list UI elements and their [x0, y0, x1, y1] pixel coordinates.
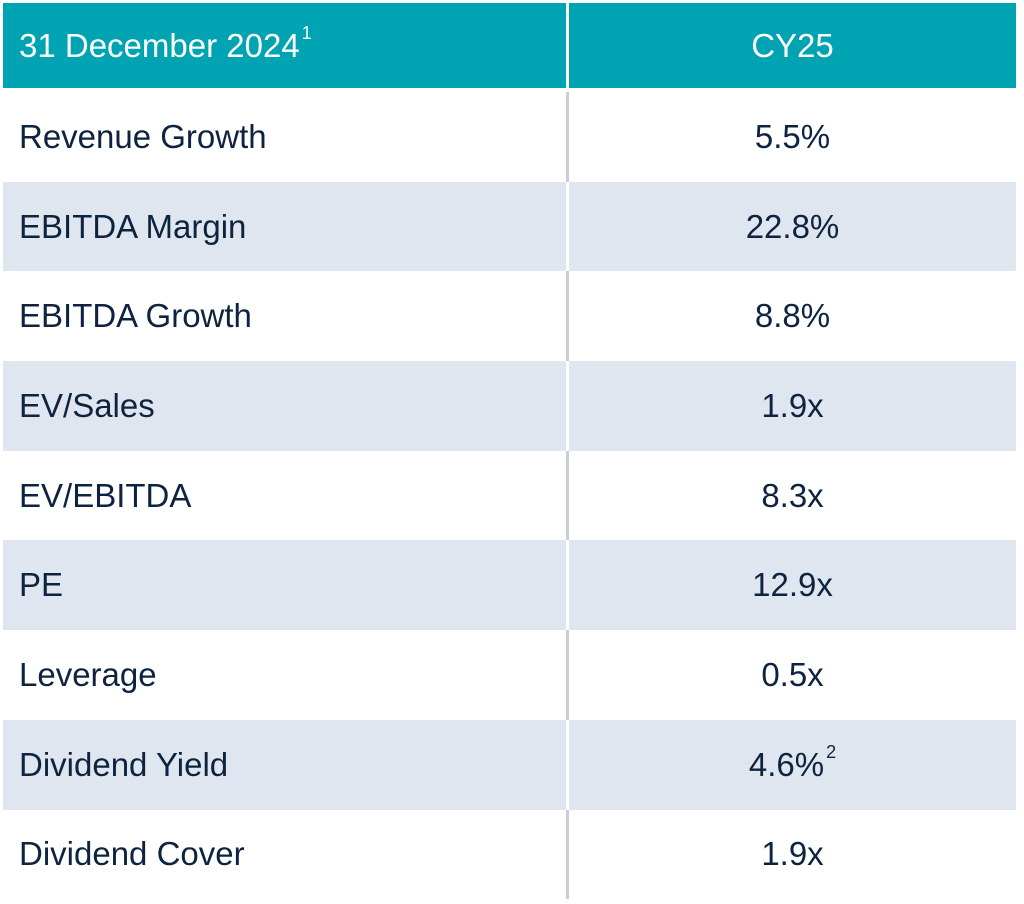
metric-cell: Dividend Cover [3, 809, 569, 900]
metric-cell: EBITDA Margin [3, 181, 569, 272]
table-row: EBITDA Growth 8.8% [3, 271, 1016, 362]
metric-value: 0.5x [761, 655, 824, 693]
value-cell: 12.9x [569, 540, 1016, 630]
metric-value: 4.6% [748, 745, 825, 783]
header-date-label: 31 December 2024 [19, 26, 300, 64]
metric-cell: Revenue Growth [3, 92, 569, 182]
metric-cell: EV/EBITDA [3, 450, 569, 541]
metric-label: Leverage [19, 655, 157, 693]
value-cell: 0.5x [569, 630, 1016, 720]
value-cell: 8.8% [569, 271, 1016, 361]
metric-value: 8.3x [761, 476, 824, 514]
metric-label: Dividend Yield [19, 745, 229, 783]
metric-value: 5.5% [754, 117, 831, 155]
header-date-cell: 31 December 2024 1 [3, 3, 569, 88]
header-period-label: CY25 [751, 26, 834, 64]
metric-value-footnote: 2 [826, 742, 837, 763]
metric-value: 1.9x [761, 386, 824, 424]
metric-label: EBITDA Growth [19, 297, 252, 335]
metric-cell: EBITDA Growth [3, 271, 569, 362]
metric-cell: PE [3, 540, 569, 631]
metric-cell: Dividend Yield [3, 719, 569, 810]
metric-label: EBITDA Margin [19, 207, 247, 245]
metric-label: EV/EBITDA [19, 476, 192, 514]
metric-label: Dividend Cover [19, 835, 245, 873]
table-row: Revenue Growth 5.5% [3, 92, 1016, 182]
metric-label: Revenue Growth [19, 117, 267, 155]
table-row: EV/EBITDA 8.3x [3, 450, 1016, 541]
metric-label: EV/Sales [19, 386, 155, 424]
metric-value: 8.8% [754, 297, 831, 335]
value-cell: 1.9x [569, 361, 1016, 451]
header-period-cell: CY25 [569, 3, 1016, 88]
metric-value: 12.9x [752, 566, 833, 604]
metric-value: 22.8% [745, 207, 840, 245]
value-cell: 4.6% 2 [569, 720, 1016, 810]
value-cell: 5.5% [569, 92, 1016, 182]
table-row: Dividend Cover 1.9x [3, 809, 1016, 900]
table-row: PE 12.9x [3, 540, 1016, 631]
metric-value: 1.9x [761, 835, 824, 873]
table-header: 31 December 2024 1 CY25 [3, 3, 1016, 88]
value-cell: 1.9x [569, 810, 1016, 900]
table-row: Leverage 0.5x [3, 630, 1016, 720]
header-date-footnote: 1 [301, 23, 312, 43]
table-row: EBITDA Margin 22.8% [3, 181, 1016, 272]
value-cell: 22.8% [569, 182, 1016, 272]
table-row: Dividend Yield 4.6% 2 [3, 719, 1016, 810]
metric-cell: Leverage [3, 630, 569, 720]
value-cell: 8.3x [569, 451, 1016, 541]
metric-label: PE [19, 566, 64, 604]
table-row: EV/Sales 1.9x [3, 361, 1016, 451]
metric-cell: EV/Sales [3, 361, 569, 451]
valuation-table: 31 December 2024 1 CY25 Revenue Growth 5.… [3, 3, 1016, 900]
